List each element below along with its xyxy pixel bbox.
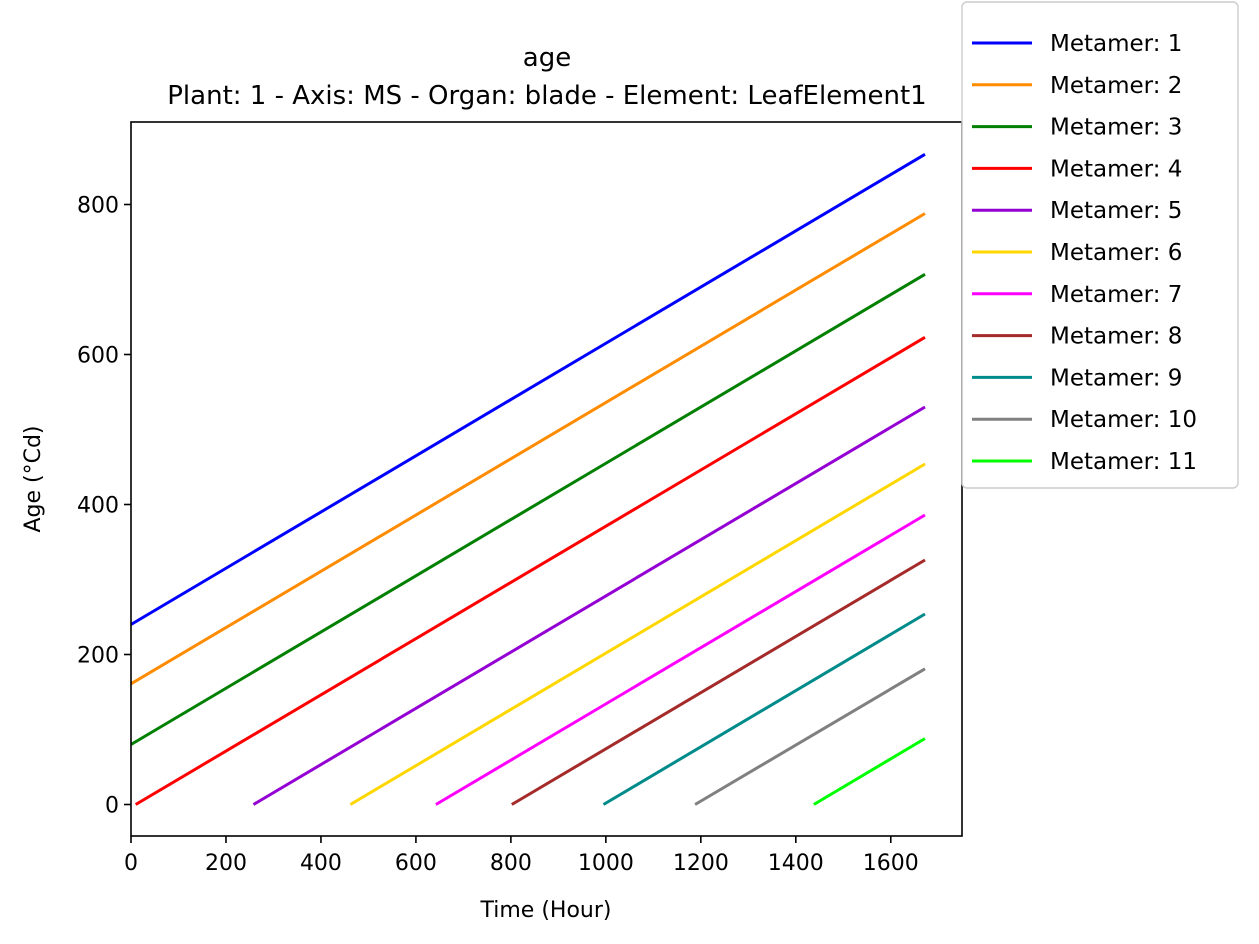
series-line-metamer-3 [130,273,926,746]
x-axis: 0 200 400 600 800 1000 1200 1400 1600 [124,836,919,876]
y-tick-label: 200 [77,644,119,669]
series-line-metamer-10 [694,667,926,806]
x-tick-label: 1200 [673,851,729,876]
y-tick-label: 0 [105,794,119,819]
series-line-metamer-7 [435,513,926,806]
chart-subtitle: Plant: 1 - Axis: MS - Organ: blade - Ele… [167,81,926,111]
series-line-metamer-8 [511,558,926,806]
legend-label-metamer-6: Metamer: 6 [1050,240,1182,266]
legend-label-metamer-3: Metamer: 3 [1050,115,1182,141]
x-tick-label: 800 [490,851,532,876]
series-line-metamer-4 [134,336,926,806]
legend-items: Metamer: 1 Metamer: 2 Metamer: 3 Metamer: 4… [972,31,1197,475]
legend-label-metamer-5: Metamer: 5 [1050,198,1182,224]
legend: Metamer: 1 Metamer: 2 Metamer: 3 Metamer: 4… [961,1,1239,489]
series-line-metamer-11 [813,737,926,806]
legend-label-metamer-11: Metamer: 11 [1050,449,1197,475]
x-tick-label: 0 [124,851,138,876]
y-tick-label: 600 [77,344,119,369]
legend-label-metamer-8: Metamer: 8 [1050,324,1182,350]
x-tick-label: 400 [300,851,342,876]
series-line-metamer-5 [252,405,926,806]
y-axis: 0 200 400 600 800 [77,194,131,819]
x-tick-label: 200 [205,851,247,876]
legend-label-metamer-9: Metamer: 9 [1050,365,1182,391]
series-line-metamer-1 [130,153,926,626]
x-tick-label: 1400 [768,851,824,876]
series-layer [130,153,926,806]
y-axis-label: Age (°Cd) [21,425,46,532]
legend-label-metamer-7: Metamer: 7 [1050,282,1182,308]
x-tick-label: 600 [395,851,437,876]
x-axis-label: Time (Hour) [480,898,612,923]
legend-label-metamer-2: Metamer: 2 [1050,73,1182,99]
legend-box [961,1,1239,489]
series-line-metamer-6 [349,462,926,806]
legend-label-metamer-10: Metamer: 10 [1050,407,1197,433]
series-line-metamer-9 [602,612,926,806]
y-tick-label: 800 [77,194,119,219]
legend-label-metamer-1: Metamer: 1 [1050,31,1182,57]
x-tick-label: 1600 [863,851,919,876]
y-tick-label: 400 [77,494,119,519]
plot-frame [130,121,963,837]
legend-label-metamer-4: Metamer: 4 [1050,156,1182,182]
series-line-metamer-2 [130,212,926,686]
chart-title: age [523,43,571,73]
x-tick-label: 1000 [578,851,634,876]
